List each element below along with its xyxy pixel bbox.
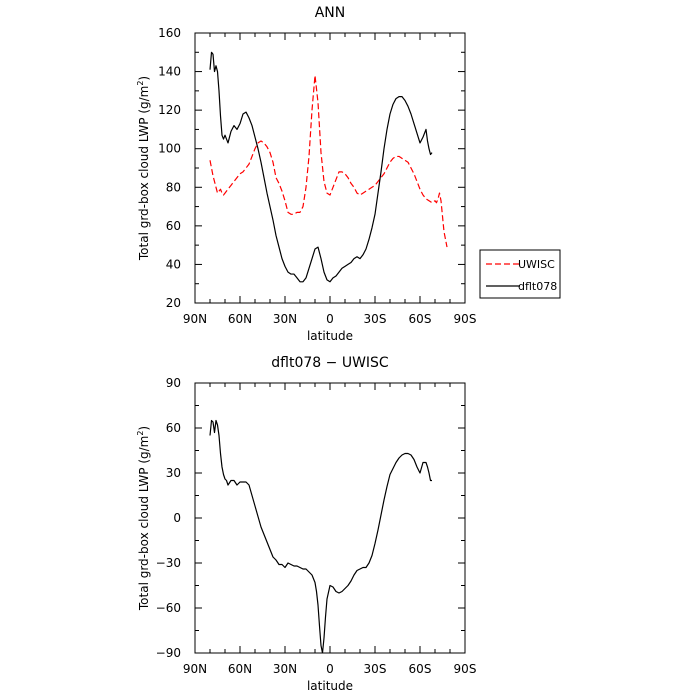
top-y-tick-label: 40: [166, 257, 181, 271]
bottom-y-tick-label: −30: [156, 556, 181, 570]
top-x-tick-label: 60S: [409, 312, 432, 326]
top-y-axis-label: Total grd-box cloud LWP (g/m2): [136, 76, 151, 261]
top-y-tick-label: 120: [158, 103, 181, 117]
legend: UWISC dflt078: [479, 249, 561, 299]
bottom-x-tick-label: 60N: [228, 662, 252, 676]
top-y-tick-label: 100: [158, 142, 181, 156]
top-plot-frame: [194, 32, 466, 304]
top-y-tick-label: 160: [158, 26, 181, 40]
bottom-x-tick-label: 60S: [409, 662, 432, 676]
top-y-axis-label-end: ): [137, 76, 151, 81]
top-series-line-uwisc: [209, 74, 448, 248]
top-y-tick-label: 80: [166, 180, 181, 194]
top-y-tick-label: 20: [166, 296, 181, 310]
bottom-y-tick-label: 30: [166, 466, 181, 480]
bottom-x-tick-label: 0: [326, 662, 334, 676]
legend-box: [479, 249, 561, 299]
top-x-tick-label: 90S: [454, 312, 477, 326]
top-x-tick-label: 60N: [228, 312, 252, 326]
top-y-axis-label-main: Total grd-box cloud LWP (g/m: [137, 86, 151, 261]
top-series-line-dflt078: [209, 51, 433, 283]
top-chart: ANN 90N 60N 30N 0 30S 60S 90S 20 40 60 80 100 120 140 1…: [136, 5, 476, 343]
bottom-y-tick-label: 60: [166, 421, 181, 435]
top-x-tick-label: 30N: [273, 312, 297, 326]
top-chart-title: ANN: [315, 5, 346, 21]
bottom-y-axis-label-main: Total grd-box cloud LWP (g/m: [137, 436, 151, 611]
top-y-tick-label: 60: [166, 219, 181, 233]
bottom-series-line-difference: [209, 419, 432, 653]
bottom-y-axis-label-sup: 2: [136, 431, 145, 436]
top-x-axis-label: latitude: [307, 329, 353, 343]
bottom-chart-title: dflt078 − UWISC: [271, 355, 389, 371]
top-x-tick-label: 30S: [364, 312, 387, 326]
bottom-y-tick-label: −90: [156, 646, 181, 660]
bottom-y-tick-label: 90: [166, 376, 181, 390]
bottom-x-tick-label: 90N: [183, 662, 207, 676]
bottom-y-axis-label-end: ): [137, 426, 151, 431]
legend-label-dflt078: dflt078: [518, 280, 557, 293]
top-y-tick-label: 140: [158, 65, 181, 79]
bottom-x-tick-label: 90S: [454, 662, 477, 676]
bottom-chart: dflt078 − UWISC 90N 60N 30N 0 30S 60S 90S −90 −60…: [136, 355, 476, 693]
bottom-y-axis-label: Total grd-box cloud LWP (g/m2): [136, 426, 151, 611]
bottom-x-tick-label: 30S: [364, 662, 387, 676]
top-x-tick-label: 90N: [183, 312, 207, 326]
bottom-y-tick-label: 0: [173, 511, 181, 525]
top-x-tick-label: 0: [326, 312, 334, 326]
legend-label-uwisc: UWISC: [518, 258, 555, 271]
bottom-x-tick-label: 30N: [273, 662, 297, 676]
top-y-axis-label-sup: 2: [136, 81, 145, 86]
bottom-y-tick-label: −60: [156, 601, 181, 615]
bottom-x-axis-label: latitude: [307, 679, 353, 693]
bottom-plot-frame: [194, 382, 466, 654]
